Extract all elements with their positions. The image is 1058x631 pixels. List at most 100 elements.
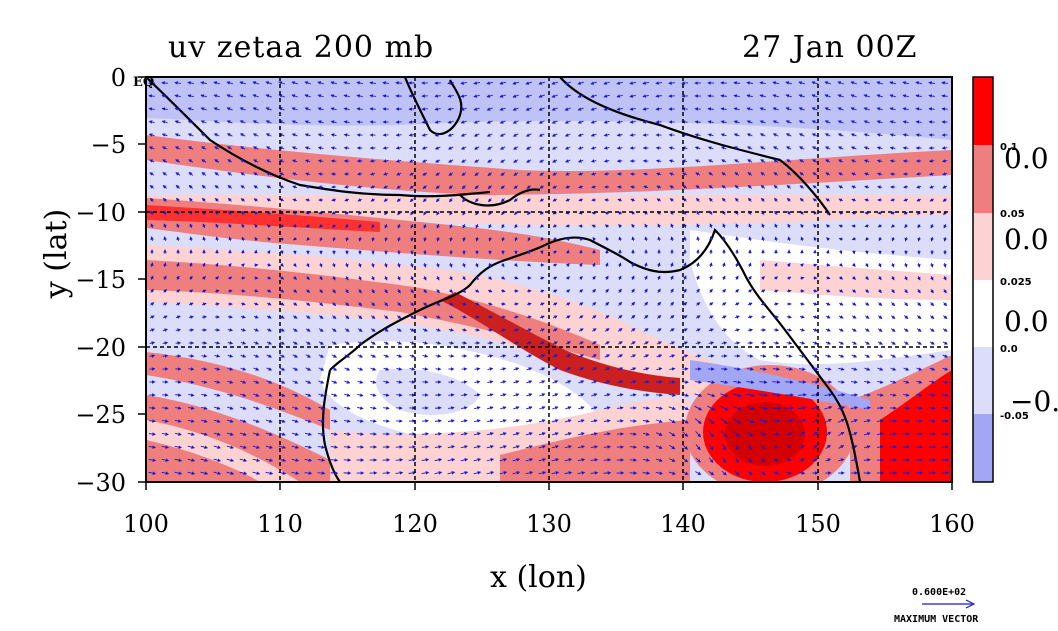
wind-vector <box>215 223 219 228</box>
wind-vector <box>226 81 234 85</box>
wind-vector <box>240 185 246 189</box>
wind-vector <box>266 224 271 229</box>
max-vector-arrow <box>922 599 976 609</box>
wind-vector <box>149 197 154 202</box>
x-tick-label: 160 <box>929 510 975 538</box>
wind-vector <box>603 458 612 462</box>
wind-vector <box>371 237 375 242</box>
wind-vector <box>239 81 247 85</box>
wind-vector <box>670 236 674 242</box>
wind-vector <box>382 94 389 98</box>
wind-vector <box>929 198 934 202</box>
wind-vector <box>590 120 597 124</box>
y-tick-label: −15 <box>75 266 126 294</box>
wind-vector <box>201 159 207 163</box>
wind-vector <box>785 81 793 85</box>
wind-vector <box>774 236 778 241</box>
wind-vector <box>578 185 584 189</box>
wind-vector <box>577 133 584 137</box>
wind-vector <box>799 198 804 202</box>
wind-vector <box>447 81 454 85</box>
wind-vector <box>291 94 298 98</box>
wind-vector <box>617 198 623 202</box>
wind-vector <box>513 185 519 189</box>
wind-vector <box>657 223 661 228</box>
wind-vector <box>695 185 701 189</box>
wind-vector <box>668 81 675 85</box>
wind-vector <box>369 107 376 111</box>
wind-vector <box>383 172 389 176</box>
wind-vector <box>330 146 337 150</box>
wind-vector <box>514 211 518 216</box>
wind-vector <box>760 354 767 358</box>
wind-vector <box>735 223 739 229</box>
wind-vector <box>616 81 624 85</box>
wind-vector <box>408 159 415 163</box>
wind-vector <box>890 224 895 228</box>
wind-vector <box>370 198 375 202</box>
wind-vector <box>187 146 194 150</box>
wind-vector <box>162 197 167 202</box>
wind-vector <box>395 159 402 163</box>
wind-vector <box>838 198 843 202</box>
wind-vector <box>486 94 493 98</box>
wind-vector <box>473 94 480 98</box>
wind-vector <box>345 237 349 242</box>
wind-vector <box>317 159 324 163</box>
wind-vector <box>824 94 831 98</box>
wind-vector <box>214 172 220 176</box>
wind-vector <box>564 133 571 137</box>
wind-vector <box>876 120 883 124</box>
wind-vector <box>902 146 909 150</box>
wind-vector <box>838 159 844 163</box>
wind-vector <box>267 237 271 242</box>
wind-vector <box>786 172 792 176</box>
colorbar: 0.1 0.05 0.025 0.0 -0.05 0.0 0.0 0.0 −0. <box>972 76 1058 483</box>
wind-vector <box>863 94 870 98</box>
wind-vector <box>760 172 766 176</box>
wind-vector <box>317 172 324 176</box>
x-axis-label: x (lon) <box>490 560 587 595</box>
wind-vector <box>291 133 298 137</box>
wind-vector <box>850 120 857 124</box>
wind-vector <box>188 197 193 202</box>
wind-vector <box>434 120 441 124</box>
wind-vector <box>265 107 272 111</box>
wind-vector <box>812 185 818 189</box>
wind-vector <box>291 146 298 150</box>
wind-vector <box>253 185 259 189</box>
wind-vector <box>876 94 883 98</box>
wind-vector <box>239 133 246 137</box>
wind-vector <box>369 81 377 85</box>
wind-vector <box>800 210 804 215</box>
wind-vector <box>499 94 506 98</box>
wind-vector <box>748 223 752 229</box>
wind-vector <box>928 94 935 98</box>
wind-vector <box>943 224 947 229</box>
wind-vector <box>565 185 571 189</box>
wind-vector <box>837 120 844 124</box>
wind-vector <box>240 172 246 176</box>
wind-vector <box>291 107 298 111</box>
wind-vector <box>460 146 467 150</box>
wind-vector <box>916 198 921 202</box>
wind-vector <box>811 133 818 137</box>
wind-vector <box>512 81 520 85</box>
wind-vector <box>474 159 480 163</box>
wind-vector <box>876 133 883 137</box>
wind-vector <box>226 120 233 124</box>
wind-vector <box>590 81 598 85</box>
wind-vector <box>565 159 571 163</box>
wind-vector <box>564 81 572 85</box>
wind-vector <box>551 146 558 150</box>
wind-vector <box>499 120 506 124</box>
wind-vector <box>708 197 713 202</box>
wind-vector <box>435 159 441 163</box>
wind-vector <box>227 197 232 202</box>
wind-vector <box>733 94 740 98</box>
wind-vector <box>174 133 181 137</box>
wind-vector <box>902 81 910 85</box>
wind-vector <box>722 236 726 242</box>
wind-vector <box>811 94 818 98</box>
wind-vector <box>410 236 414 242</box>
